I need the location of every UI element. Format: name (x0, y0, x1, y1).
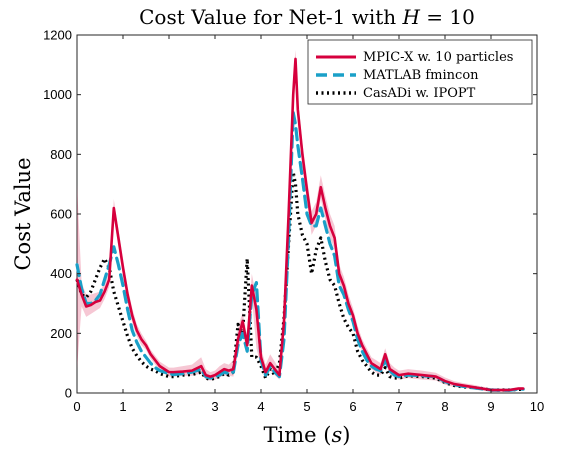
y-tick-label: 1000 (43, 87, 72, 102)
x-tick-label: 4 (257, 399, 264, 414)
tick-layer: 0 1 2 3 4 5 6 7 8 9 10 0 200 400 600 800 1000 1200 (43, 28, 544, 415)
x-tick-label: 2 (165, 399, 172, 414)
y-axis-label: Cost Value (11, 157, 35, 270)
x-tick-label: 10 (530, 399, 544, 414)
x-tick-label: 3 (211, 399, 218, 414)
y-tick-label: 0 (65, 386, 72, 401)
legend-label-mpic-x: MPIC-X w. 10 particles (363, 50, 513, 65)
legend: MPIC-X w. 10 particles MATLAB fmincon Ca… (307, 39, 533, 105)
x-tick-label: 1 (119, 399, 126, 414)
x-tick-label: 8 (441, 399, 448, 414)
legend-label-fmincon: MATLAB fmincon (363, 68, 479, 83)
x-tick-label: 6 (349, 399, 356, 414)
x-tick-label: 0 (73, 399, 80, 414)
series-line-1 (75, 110, 525, 392)
x-tick-label: 9 (487, 399, 494, 414)
x-tick-label: 5 (303, 399, 310, 414)
x-tick-label: 7 (395, 399, 402, 414)
y-tick-label: 600 (50, 207, 72, 222)
y-tick-label: 800 (50, 147, 72, 162)
y-tick-label: 1200 (43, 28, 72, 43)
series-layer (75, 57, 525, 392)
series-line-2 (75, 170, 524, 392)
x-axis-label: Time (s) (264, 423, 351, 447)
legend-label-ipopt: CasADi w. IPOPT (363, 86, 476, 101)
y-tick-label: 400 (50, 266, 72, 281)
chart-title: Cost Value for Net-1 with H = 10 (139, 5, 475, 29)
y-tick-label: 200 (50, 326, 72, 341)
series-line-0 (75, 57, 525, 392)
